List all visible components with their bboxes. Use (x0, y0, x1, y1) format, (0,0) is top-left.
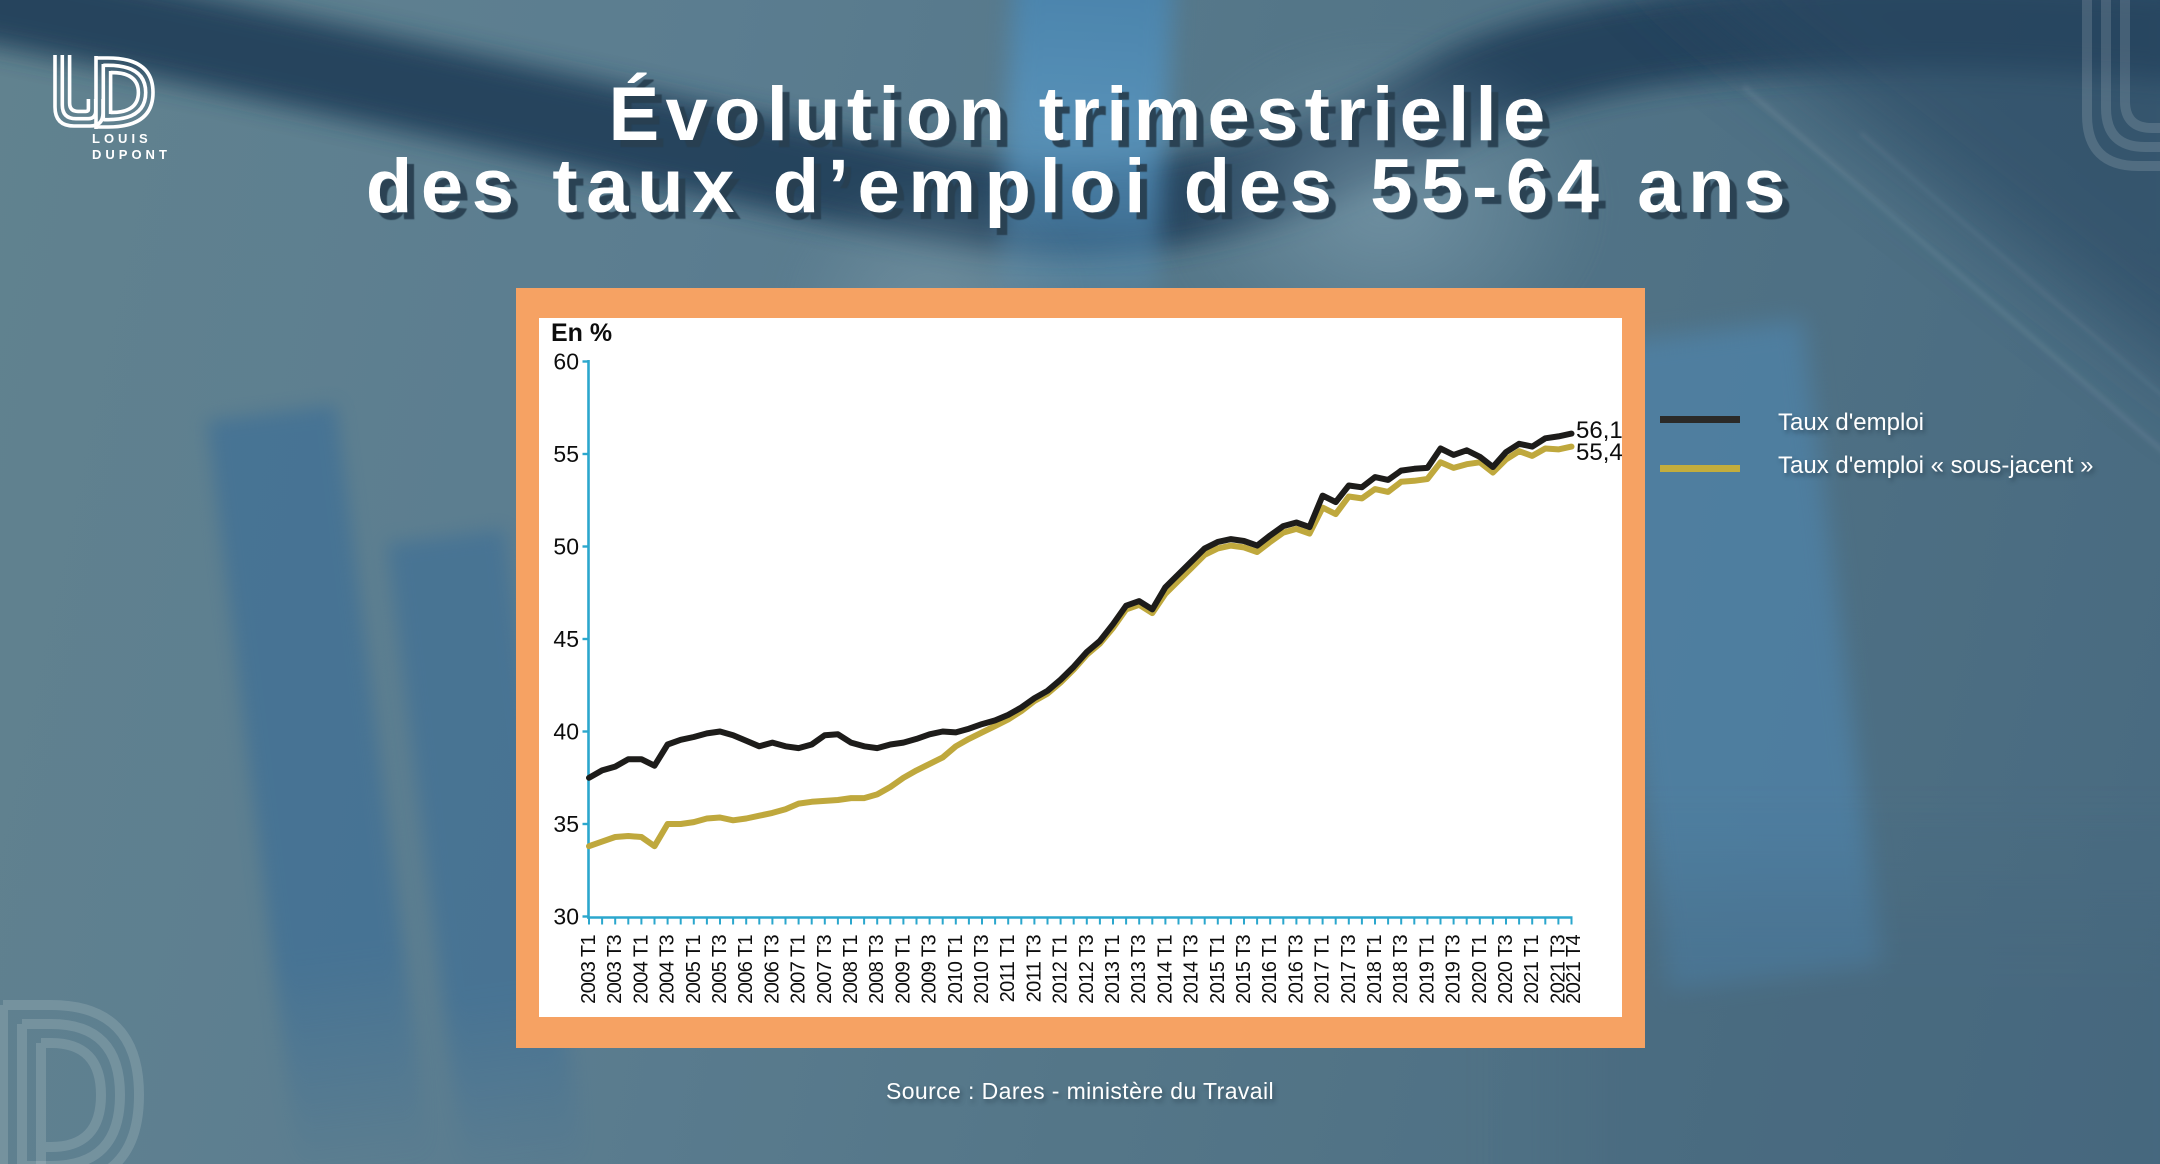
svg-text:2020 T1: 2020 T1 (1469, 935, 1491, 1004)
svg-text:2010 T3: 2010 T3 (971, 935, 993, 1004)
svg-text:2003 T3: 2003 T3 (604, 935, 626, 1004)
svg-text:2019 T3: 2019 T3 (1443, 935, 1465, 1004)
svg-text:2005 T3: 2005 T3 (709, 935, 731, 1004)
svg-text:2015 T1: 2015 T1 (1207, 935, 1229, 1004)
svg-text:2021 T4: 2021 T4 (1563, 935, 1585, 1004)
svg-text:2011 T3: 2011 T3 (1023, 935, 1045, 1003)
svg-text:2008 T1: 2008 T1 (840, 935, 862, 1004)
svg-text:2006 T1: 2006 T1 (735, 935, 757, 1004)
svg-text:2016 T1: 2016 T1 (1259, 935, 1281, 1004)
svg-text:56,1: 56,1 (1576, 417, 1622, 444)
svg-text:50: 50 (553, 534, 579, 560)
svg-text:2013 T1: 2013 T1 (1102, 935, 1124, 1004)
svg-text:2018 T1: 2018 T1 (1364, 935, 1386, 1004)
svg-text:2005 T1: 2005 T1 (683, 935, 705, 1004)
svg-text:2021 T1: 2021 T1 (1521, 935, 1543, 1004)
svg-text:2017 T3: 2017 T3 (1338, 935, 1360, 1004)
svg-text:2011 T1: 2011 T1 (997, 935, 1019, 1003)
svg-text:2004 T1: 2004 T1 (630, 935, 652, 1004)
svg-text:55: 55 (553, 441, 579, 467)
svg-text:2007 T1: 2007 T1 (788, 935, 810, 1004)
svg-text:2004 T3: 2004 T3 (657, 935, 679, 1004)
svg-text:2017 T1: 2017 T1 (1312, 935, 1334, 1004)
svg-text:30: 30 (553, 904, 579, 930)
svg-text:2021 T3: 2021 T3 (1547, 935, 1569, 1004)
svg-text:2009 T1: 2009 T1 (892, 935, 914, 1004)
svg-text:40: 40 (553, 719, 579, 745)
svg-text:55,4: 55,4 (1576, 439, 1622, 466)
svg-text:2013 T3: 2013 T3 (1128, 935, 1150, 1004)
svg-text:2020 T3: 2020 T3 (1495, 935, 1517, 1004)
svg-text:2010 T1: 2010 T1 (945, 935, 967, 1004)
svg-text:2015 T3: 2015 T3 (1233, 935, 1255, 1004)
svg-text:35: 35 (553, 811, 579, 837)
svg-text:2014 T3: 2014 T3 (1181, 935, 1203, 1004)
svg-text:2012 T3: 2012 T3 (1076, 935, 1098, 1004)
svg-text:2006 T3: 2006 T3 (761, 935, 783, 1004)
svg-text:2008 T3: 2008 T3 (866, 935, 888, 1004)
svg-text:2018 T3: 2018 T3 (1390, 935, 1412, 1004)
svg-text:2014 T1: 2014 T1 (1154, 935, 1176, 1004)
svg-text:2007 T3: 2007 T3 (814, 935, 836, 1004)
svg-text:2012 T1: 2012 T1 (1050, 935, 1072, 1004)
svg-text:45: 45 (553, 626, 579, 652)
svg-text:2009 T3: 2009 T3 (919, 935, 941, 1004)
svg-text:2003 T1: 2003 T1 (578, 935, 600, 1004)
svg-text:2019 T1: 2019 T1 (1416, 935, 1438, 1004)
svg-text:60: 60 (553, 349, 579, 375)
svg-text:2016 T3: 2016 T3 (1285, 935, 1307, 1004)
